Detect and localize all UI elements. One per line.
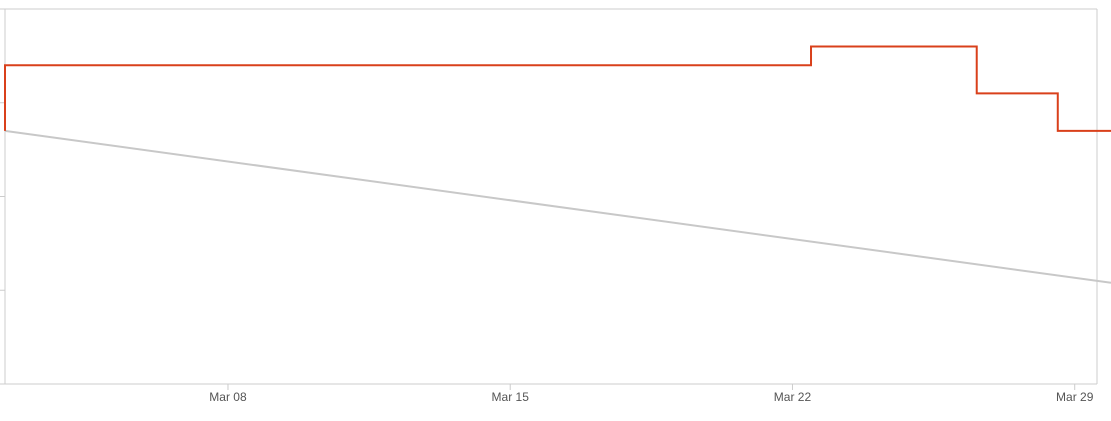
series-line (4, 45, 1111, 132)
x-tick-label: Mar 08 (209, 390, 247, 404)
series-line (4, 129, 1111, 284)
x-tick-label: Mar 22 (774, 390, 812, 404)
x-tick-label: Mar 29 (1056, 390, 1094, 404)
x-tick-label: Mar 15 (492, 390, 530, 404)
